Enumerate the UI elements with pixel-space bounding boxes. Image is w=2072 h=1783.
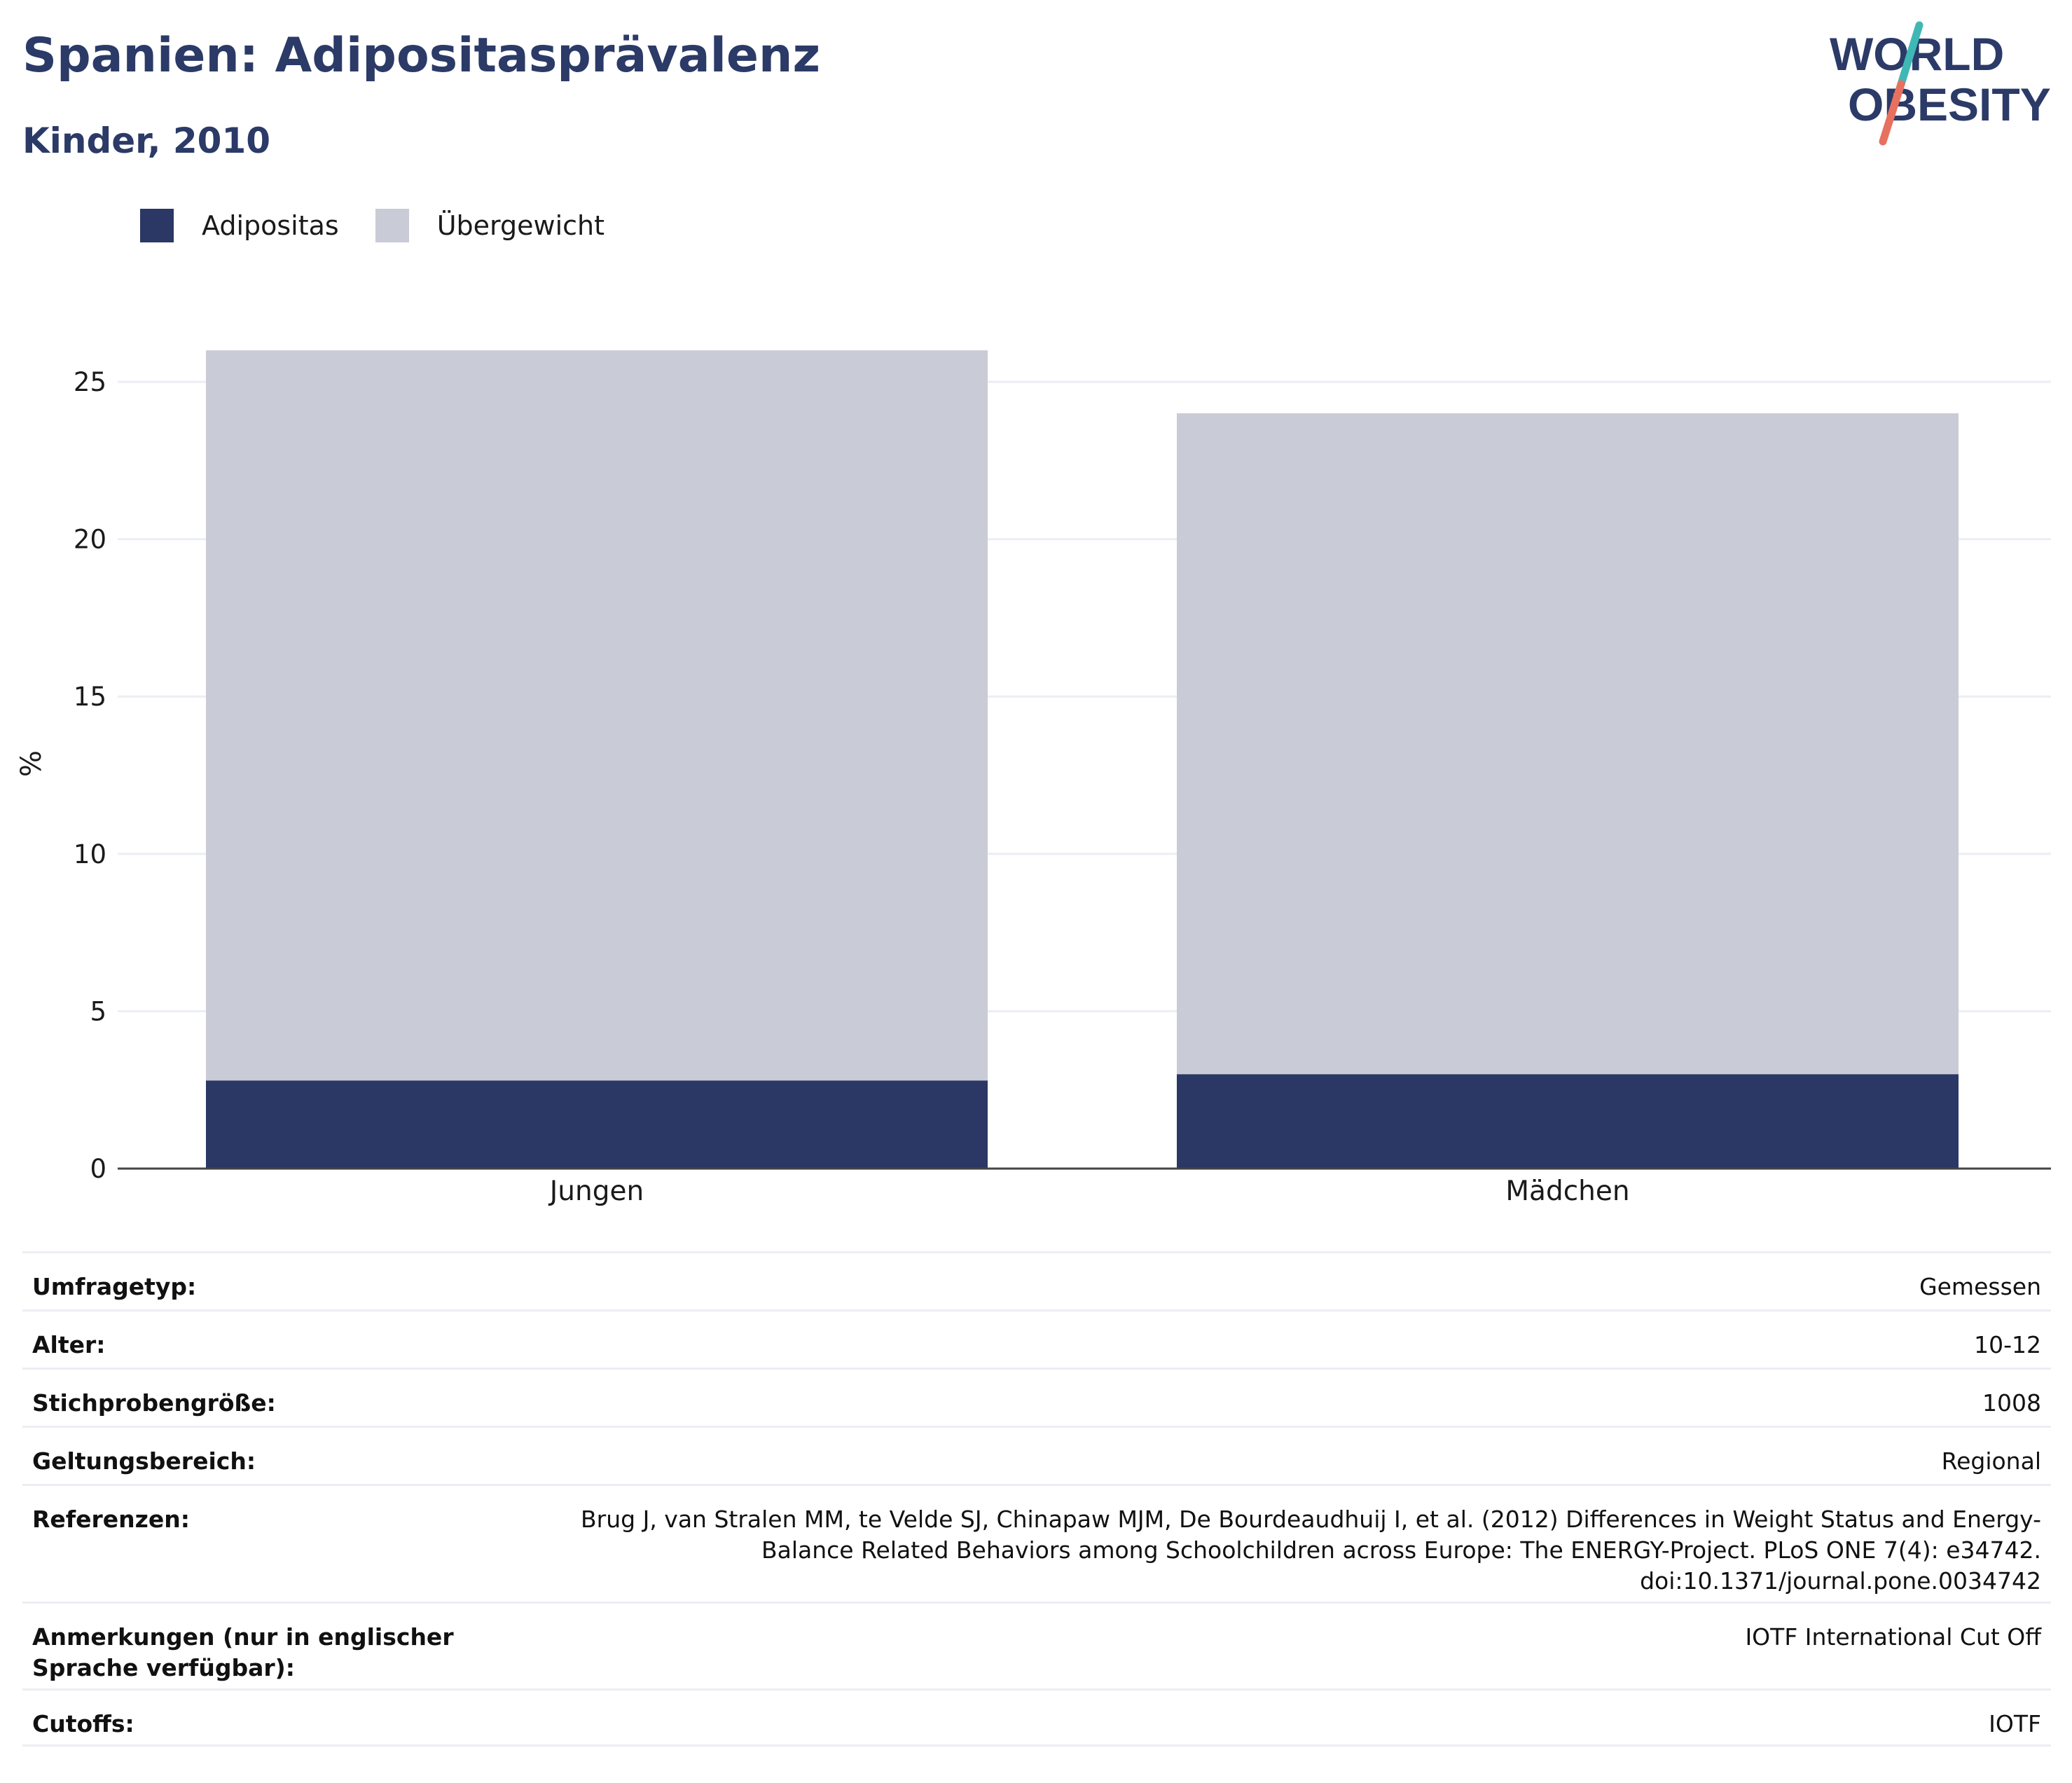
legend-swatch-uebergewicht xyxy=(375,209,409,242)
y-tick-label: 20 xyxy=(74,525,106,555)
details-row: Geltungsbereich: Regional xyxy=(22,1426,2051,1484)
y-tick-label: 10 xyxy=(74,839,106,869)
chart-legend: Adipositas Übergewicht xyxy=(140,209,641,242)
details-row: Referenzen: Brug J, van Stralen MM, te Ve… xyxy=(22,1484,2051,1602)
bar-uebergewicht-jungen[interactable] xyxy=(206,350,988,1081)
y-axis-label: % xyxy=(15,750,48,777)
legend-swatch-adipositas xyxy=(140,209,174,242)
details-row: Stichprobengröße: 1008 xyxy=(22,1368,2051,1426)
y-tick-label: 0 xyxy=(90,1154,106,1184)
legend-item-uebergewicht[interactable]: Übergewicht xyxy=(375,209,605,242)
x-tick-label: Jungen xyxy=(548,1176,644,1207)
details-label: Geltungsbereich: xyxy=(32,1447,256,1475)
x-tick-label: Mädchen xyxy=(1505,1176,1629,1207)
bar-adipositas-maedchen[interactable] xyxy=(1177,1074,1959,1169)
legend-item-adipositas[interactable]: Adipositas xyxy=(140,209,339,242)
details-value: 10-12 xyxy=(1974,1331,2041,1358)
page-subtitle: Kinder, 2010 xyxy=(22,121,271,161)
details-label: Anmerkungen (nur in englischer Sprache v… xyxy=(32,1623,454,1681)
y-tick-label: 25 xyxy=(74,367,106,397)
y-tick-label: 5 xyxy=(90,996,106,1026)
details-label: Cutoffs: xyxy=(32,1710,134,1737)
details-row: Umfragetyp: Gemessen xyxy=(22,1251,2051,1309)
logo-line-2: OBESITY xyxy=(1848,78,2051,130)
details-row: Cutoffs: IOTF xyxy=(22,1688,2051,1747)
details-label: Umfragetyp: xyxy=(32,1273,197,1300)
details-value: IOTF xyxy=(1989,1710,2041,1737)
page-title: Spanien: Adipositasprävalenz xyxy=(22,28,821,83)
details-value: IOTF International Cut Off xyxy=(1745,1623,2041,1651)
details-row: Alter: 10-12 xyxy=(22,1309,2051,1368)
details-value: Gemessen xyxy=(1919,1273,2041,1300)
legend-label-uebergewicht: Übergewicht xyxy=(436,210,605,241)
bar-adipositas-jungen[interactable] xyxy=(206,1080,988,1169)
logo-slash-teal xyxy=(1897,21,1923,88)
details-label: Alter: xyxy=(32,1331,106,1358)
details-table: Umfragetyp: Gemessen Alter: 10-12 Stichprobe… xyxy=(22,1251,2051,1747)
logo-slash-coral xyxy=(1879,80,1905,146)
details-value: Brug J, van Stralen MM, te Velde SJ, Chi… xyxy=(581,1506,2041,1595)
details-label: Referenzen: xyxy=(32,1506,190,1533)
details-value: 1008 xyxy=(1982,1389,2041,1417)
details-label: Stichprobengröße: xyxy=(32,1389,276,1417)
details-value: Regional xyxy=(1941,1447,2041,1475)
details-row: Anmerkungen (nur in englischer Sprache v… xyxy=(22,1602,2051,1688)
world-obesity-logo: WORLD OBESITY xyxy=(1830,21,2051,146)
y-tick-label: 15 xyxy=(74,682,106,712)
bar-chart: 0 5 10 15 20 25% Jungen Mädchen xyxy=(15,350,2051,1207)
bar-uebergewicht-maedchen[interactable] xyxy=(1177,413,1959,1075)
legend-label-adipositas: Adipositas xyxy=(202,210,339,241)
